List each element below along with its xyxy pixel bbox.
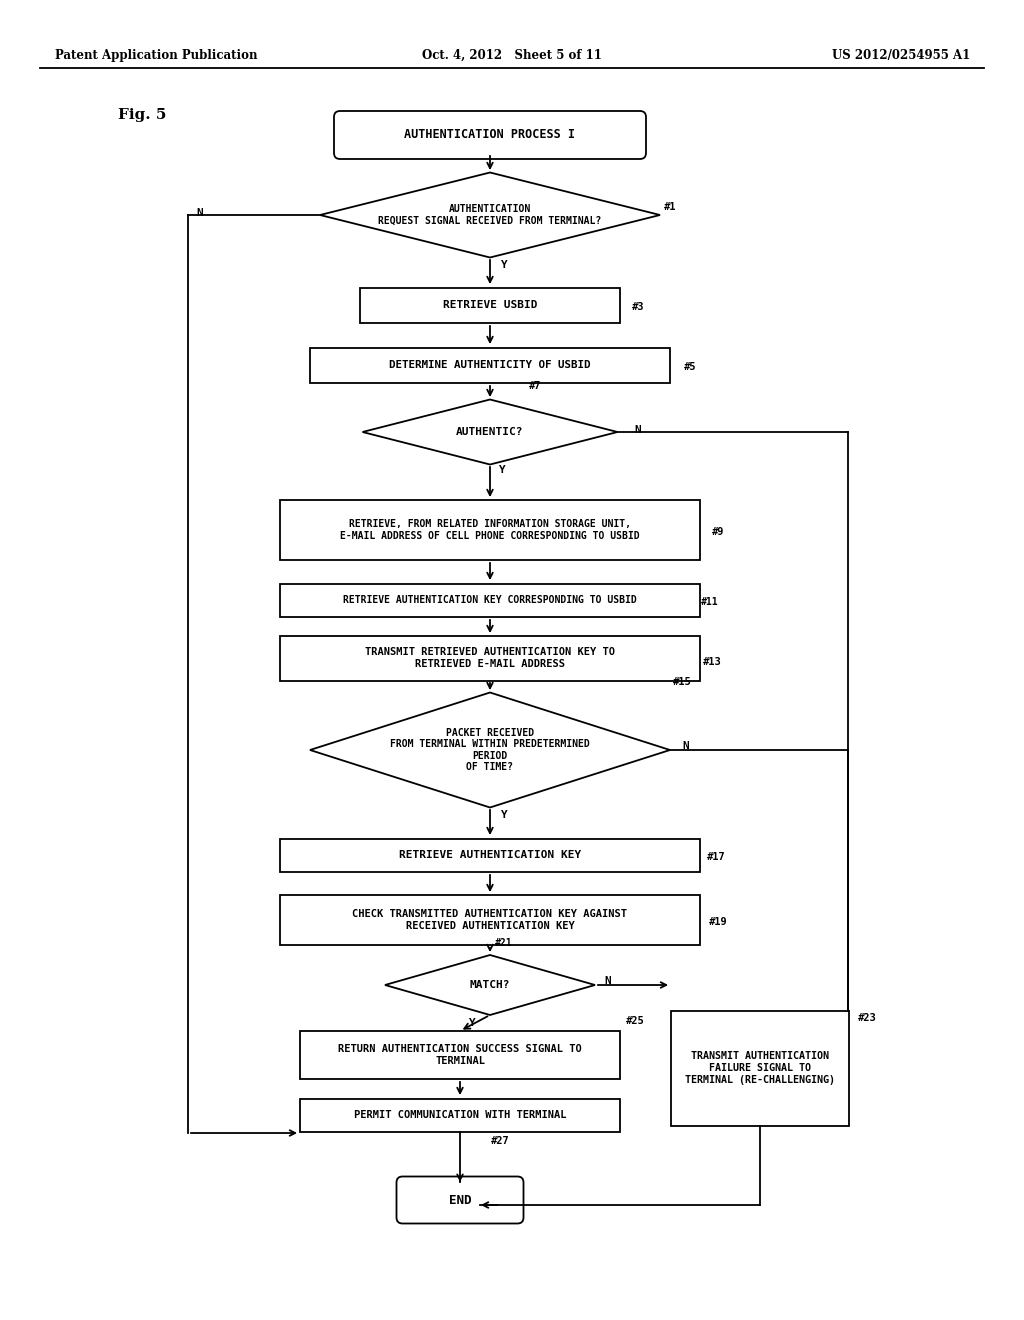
Text: #23: #23 <box>858 1012 877 1023</box>
Text: Fig. 5: Fig. 5 <box>118 108 166 121</box>
Text: RETRIEVE USBID: RETRIEVE USBID <box>442 300 538 310</box>
Bar <box>280 895 700 945</box>
Text: CHECK TRANSMITTED AUTHENTICATION KEY AGAINST
RECEIVED AUTHENTICATION KEY: CHECK TRANSMITTED AUTHENTICATION KEY AGA… <box>352 909 628 931</box>
Text: TRANSMIT RETRIEVED AUTHENTICATION KEY TO
RETRIEVED E-MAIL ADDRESS: TRANSMIT RETRIEVED AUTHENTICATION KEY TO… <box>365 647 615 669</box>
FancyBboxPatch shape <box>396 1176 523 1224</box>
Text: PACKET RECEIVED
FROM TERMINAL WITHIN PREDETERMINED
PERIOD
OF TIME?: PACKET RECEIVED FROM TERMINAL WITHIN PRE… <box>390 727 590 772</box>
Text: RETURN AUTHENTICATION SUCCESS SIGNAL TO
TERMINAL: RETURN AUTHENTICATION SUCCESS SIGNAL TO … <box>338 1044 582 1065</box>
Text: #27: #27 <box>490 1137 509 1146</box>
Text: #3: #3 <box>632 302 644 312</box>
Bar <box>671 1011 849 1126</box>
Bar <box>300 1031 620 1078</box>
Text: #5: #5 <box>684 362 696 372</box>
Text: N: N <box>683 741 689 751</box>
Text: Patent Application Publication: Patent Application Publication <box>55 49 257 62</box>
Text: RETRIEVE, FROM RELATED INFORMATION STORAGE UNIT,
E-MAIL ADDRESS OF CELL PHONE CO: RETRIEVE, FROM RELATED INFORMATION STORA… <box>340 519 640 541</box>
Text: RETRIEVE AUTHENTICATION KEY: RETRIEVE AUTHENTICATION KEY <box>399 850 582 861</box>
Bar <box>280 500 700 560</box>
Bar <box>280 635 700 681</box>
Text: Y: Y <box>499 465 506 475</box>
Text: #17: #17 <box>707 851 725 862</box>
Text: Y: Y <box>501 260 507 271</box>
Text: Oct. 4, 2012   Sheet 5 of 11: Oct. 4, 2012 Sheet 5 of 11 <box>422 49 602 62</box>
Polygon shape <box>310 693 670 808</box>
Text: PERMIT COMMUNICATION WITH TERMINAL: PERMIT COMMUNICATION WITH TERMINAL <box>353 1110 566 1119</box>
Bar <box>280 838 700 871</box>
Text: US 2012/0254955 A1: US 2012/0254955 A1 <box>831 49 970 62</box>
Text: END: END <box>449 1193 471 1206</box>
Bar <box>300 1098 620 1131</box>
Text: TRANSMIT AUTHENTICATION
FAILURE SIGNAL TO
TERMINAL (RE-CHALLENGING): TRANSMIT AUTHENTICATION FAILURE SIGNAL T… <box>685 1052 835 1085</box>
Bar <box>310 347 670 383</box>
Text: DETERMINE AUTHENTICITY OF USBID: DETERMINE AUTHENTICITY OF USBID <box>389 360 591 370</box>
Text: MATCH?: MATCH? <box>470 979 510 990</box>
Text: Y: Y <box>501 810 507 820</box>
Text: N: N <box>604 975 611 986</box>
Bar <box>280 583 700 616</box>
Polygon shape <box>362 400 617 465</box>
Text: #13: #13 <box>702 657 721 667</box>
Text: AUTHENTICATION
REQUEST SIGNAL RECEIVED FROM TERMINAL?: AUTHENTICATION REQUEST SIGNAL RECEIVED F… <box>379 205 602 226</box>
Text: AUTHENTIC?: AUTHENTIC? <box>457 426 523 437</box>
Text: #25: #25 <box>626 1016 644 1026</box>
Text: #9: #9 <box>712 527 724 537</box>
FancyBboxPatch shape <box>334 111 646 158</box>
Text: #1: #1 <box>664 202 676 213</box>
Text: Y: Y <box>469 1018 475 1028</box>
Text: #21: #21 <box>496 939 513 948</box>
Polygon shape <box>385 954 595 1015</box>
Text: #11: #11 <box>701 597 719 607</box>
Polygon shape <box>319 173 660 257</box>
Text: #7: #7 <box>528 381 542 391</box>
Text: #19: #19 <box>709 917 727 927</box>
Bar <box>360 288 620 322</box>
Text: RETRIEVE AUTHENTICATION KEY CORRESPONDING TO USBID: RETRIEVE AUTHENTICATION KEY CORRESPONDIN… <box>343 595 637 605</box>
Text: N: N <box>635 425 641 436</box>
Text: #15: #15 <box>673 677 691 686</box>
Text: AUTHENTICATION PROCESS I: AUTHENTICATION PROCESS I <box>404 128 575 141</box>
Text: N: N <box>197 209 204 218</box>
